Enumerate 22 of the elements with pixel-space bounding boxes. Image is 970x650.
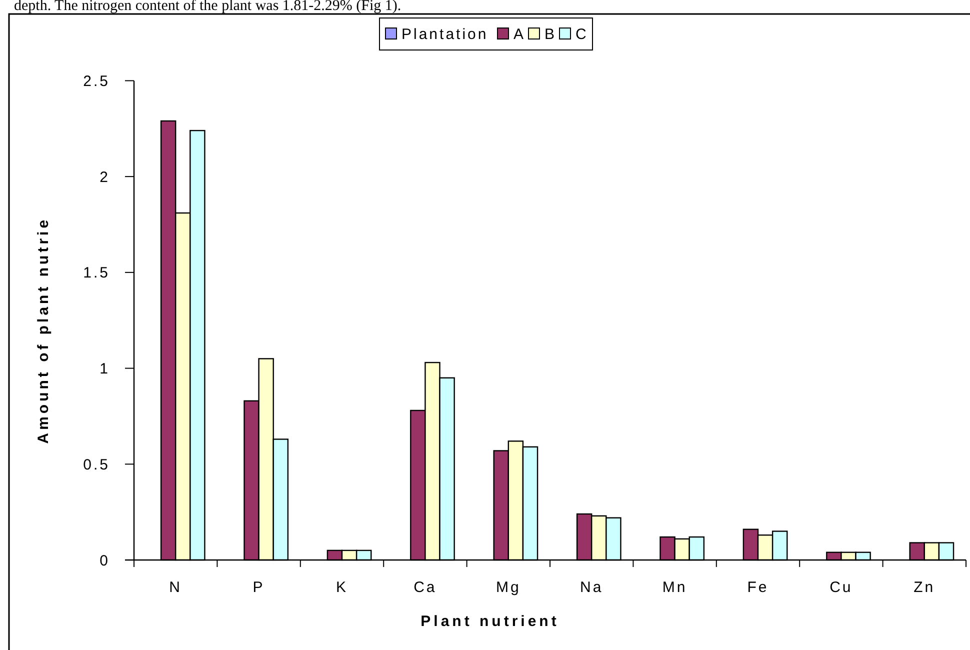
y-tick-label: 0 bbox=[100, 552, 110, 570]
legend-label: Plantation bbox=[402, 26, 488, 43]
x-tick-label: Ca bbox=[414, 579, 437, 596]
y-axis-title: Amount of plant nutrie bbox=[35, 216, 52, 444]
x-tick-label: Cu bbox=[830, 579, 853, 596]
x-tick-label: Fe bbox=[747, 579, 769, 596]
x-tick-label: K bbox=[336, 579, 348, 596]
y-tick-label: 2.5 bbox=[83, 72, 110, 90]
x-tick-label: Mg bbox=[496, 579, 521, 596]
legend-label: A bbox=[514, 26, 526, 43]
legend-label: B bbox=[544, 26, 557, 43]
x-axis-title: Plant nutrient bbox=[420, 613, 560, 630]
x-tick-label: N bbox=[169, 579, 182, 596]
x-tick-label: Mn bbox=[662, 579, 688, 596]
x-tick-label: P bbox=[252, 579, 265, 596]
x-tick-label: Na bbox=[580, 579, 604, 596]
y-tick-label: 1 bbox=[100, 360, 110, 378]
x-tick-label: Zn bbox=[914, 579, 936, 596]
legend-label: C bbox=[576, 26, 588, 43]
y-tick-label: 2 bbox=[100, 168, 110, 186]
y-tick-label: 0.5 bbox=[83, 456, 110, 474]
y-tick-label: 1.5 bbox=[83, 264, 110, 282]
